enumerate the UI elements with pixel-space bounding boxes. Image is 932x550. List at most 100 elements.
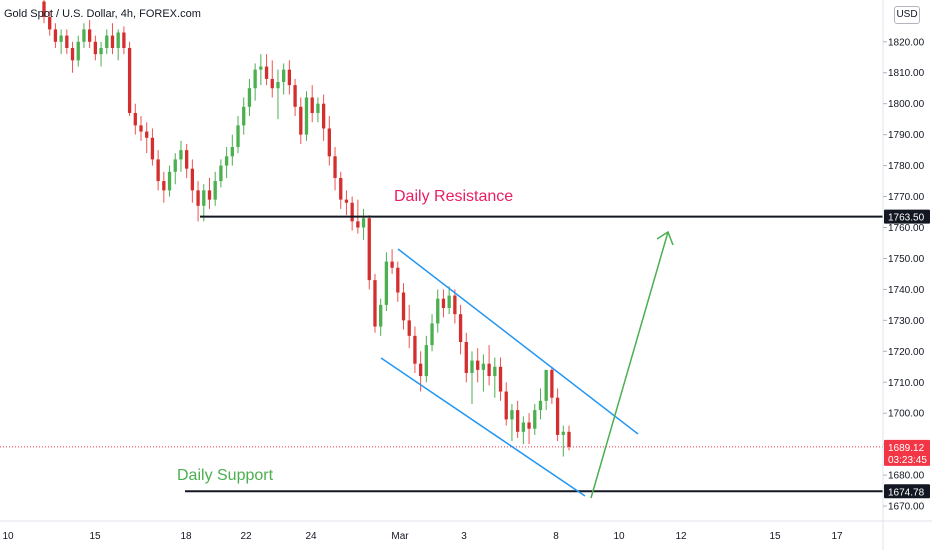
candle-body <box>53 29 58 42</box>
candle <box>276 69 280 120</box>
chart-title: Gold Spot / U.S. Dollar, 4h, FOREX.com <box>4 8 201 20</box>
candle <box>87 20 92 48</box>
candle-body <box>259 66 263 70</box>
candle <box>430 314 434 352</box>
y-tick-label: 1700.00 <box>888 409 925 420</box>
y-tick-label: 1680.00 <box>888 471 925 482</box>
candle <box>173 153 177 185</box>
candle-body <box>510 410 514 420</box>
candle-body <box>498 366 503 392</box>
candle <box>299 97 303 144</box>
candle-body <box>122 32 126 48</box>
candle-body <box>436 298 440 324</box>
current-price-tag-countdown: 03:23:45 <box>888 455 927 466</box>
candle <box>110 23 115 55</box>
candle-body <box>561 431 565 435</box>
candle-body <box>544 369 548 401</box>
candle <box>213 171 217 206</box>
candle-body <box>367 218 371 281</box>
candle-body <box>299 106 303 135</box>
support-label: Daily Support <box>177 467 274 484</box>
candle-body <box>133 112 137 126</box>
candle <box>424 335 428 383</box>
candle <box>76 35 80 67</box>
candle-body <box>76 41 80 61</box>
candle <box>561 425 565 457</box>
candle <box>282 63 286 95</box>
candle <box>219 159 223 188</box>
x-tick-label: Mar <box>391 531 409 542</box>
y-tick-label: 1710.00 <box>888 378 925 389</box>
projection-arrowhead <box>656 230 674 246</box>
candle <box>470 351 474 404</box>
candle <box>316 97 320 123</box>
y-tick-label: 1670.00 <box>888 502 925 513</box>
candle <box>82 23 86 48</box>
y-tick-label: 1790.00 <box>888 130 925 141</box>
candle-body <box>458 314 463 343</box>
candle-body <box>447 295 451 308</box>
candle <box>293 78 297 117</box>
candle <box>481 354 486 392</box>
y-tick-label: 1730.00 <box>888 316 925 327</box>
candle-body <box>282 69 286 83</box>
candle <box>401 283 406 330</box>
candle-body <box>116 32 120 48</box>
x-tick-label: 10 <box>613 531 625 542</box>
candle-body <box>224 156 229 166</box>
candle-body <box>424 345 428 377</box>
candle-body <box>567 431 571 447</box>
candle <box>287 60 292 95</box>
candle-body <box>139 125 143 132</box>
channel-lower-line <box>380 357 586 497</box>
candle <box>304 91 309 141</box>
candle-body <box>481 363 486 370</box>
support-price-tag-text: 1674.78 <box>888 487 925 498</box>
candle <box>253 63 257 101</box>
candle-body <box>396 267 400 293</box>
candle-body <box>219 165 223 182</box>
candle-body <box>167 171 172 191</box>
candle-body <box>110 35 115 48</box>
candle-body <box>527 422 531 429</box>
candle-body <box>533 410 537 429</box>
candle <box>179 140 183 172</box>
candle <box>190 159 195 203</box>
projection-arrow <box>590 231 669 499</box>
candle-body <box>213 181 217 200</box>
y-tick-label: 1780.00 <box>888 161 925 172</box>
candle-body <box>339 177 343 200</box>
candle <box>458 304 463 355</box>
candle-body <box>242 106 246 126</box>
candle-body <box>555 397 560 435</box>
candle <box>453 289 457 324</box>
resistance-label: Daily Resistance <box>394 188 513 205</box>
candle-body <box>550 369 554 398</box>
candle-body <box>327 128 331 157</box>
candle-body <box>70 47 75 61</box>
candle-body <box>464 342 468 373</box>
candle-body <box>304 97 309 135</box>
candle <box>185 143 189 178</box>
candle <box>379 298 383 336</box>
candle-body <box>127 47 132 113</box>
x-tick-label: 15 <box>769 531 781 542</box>
candle-body <box>361 218 366 228</box>
x-tick-label: 10 <box>2 531 14 542</box>
candle-body <box>356 221 360 228</box>
currency-button[interactable]: USD <box>894 6 920 24</box>
candle-body <box>470 360 474 373</box>
candle <box>538 388 543 420</box>
candle <box>150 128 155 166</box>
candle <box>344 190 349 216</box>
candle <box>264 54 269 86</box>
x-tick-label: 17 <box>831 531 843 542</box>
candle <box>321 94 326 141</box>
candle-body <box>150 137 155 160</box>
y-tick-label: 1740.00 <box>888 285 925 296</box>
resistance-price-tag-text: 1763.50 <box>888 213 925 224</box>
candle-body <box>310 97 314 113</box>
